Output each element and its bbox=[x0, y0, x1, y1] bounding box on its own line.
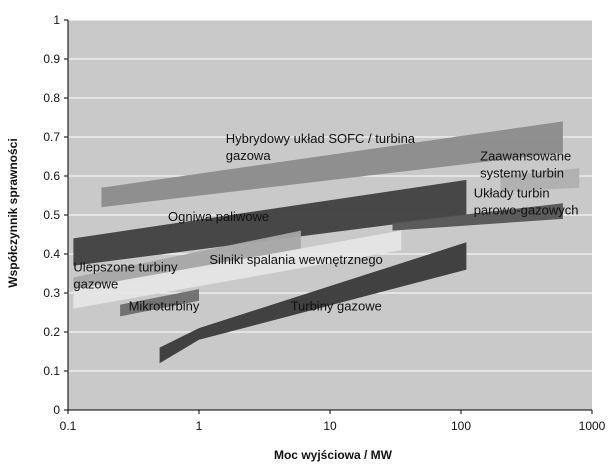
y-tick-label: 0.6 bbox=[43, 169, 60, 183]
label-hybrydowy-uk-ad-sofc-turbina-gazowa: Hybrydowy układ SOFC / turbina gazowa bbox=[226, 131, 416, 163]
y-tick-label: 0.2 bbox=[43, 325, 60, 339]
x-tick-label: 10 bbox=[323, 419, 337, 433]
y-tick-label: 0.7 bbox=[43, 130, 60, 144]
label-uk-ady-turbin-parowo-gazowych: Układy turbin parowo-gazowych bbox=[474, 185, 579, 217]
y-tick-label: 0.9 bbox=[43, 52, 60, 66]
label-turbiny-gazowe: Turbiny gazowe bbox=[291, 299, 382, 314]
label-mikroturbiny: Mikroturbiny bbox=[129, 299, 200, 314]
label-line: Ogniwa paliwowe bbox=[168, 209, 269, 224]
y-axis-title: Współczynnik sprawności bbox=[6, 138, 20, 287]
label-zaawansowane-systemy-turbin: Zaawansowane systemy turbin bbox=[480, 148, 571, 180]
label-ulepszone-turbiny-gazowe: Ulepszone turbiny gazowe bbox=[73, 260, 178, 292]
label-line: gazowa bbox=[226, 148, 272, 163]
label-line: parowo-gazowych bbox=[474, 202, 579, 217]
y-tick-label: 0.8 bbox=[43, 91, 60, 105]
band-zaawansowane-systemy-turbin bbox=[500, 168, 580, 192]
band-silniki-spalania-wewn-trznego bbox=[73, 230, 402, 309]
x-axis-title: Moc wyjściowa / MW bbox=[274, 448, 393, 462]
x-tick-label: 0.1 bbox=[60, 419, 77, 433]
label-line: Układy turbin bbox=[474, 185, 550, 200]
band-hybrydowy-uk-ad-sofc-turbina-gazowa bbox=[101, 121, 563, 208]
label-line: Hybrydowy układ SOFC / turbina bbox=[226, 131, 416, 146]
y-tick-label: 0.3 bbox=[43, 286, 60, 300]
label-line: Mikroturbiny bbox=[129, 299, 200, 314]
y-tick-label: 1 bbox=[53, 13, 60, 27]
label-line: systemy turbin bbox=[480, 165, 564, 180]
band-turbiny-gazowe bbox=[159, 242, 467, 364]
label-silniki-spalania-wewn-trznego: Silniki spalania wewnętrznego bbox=[209, 252, 382, 267]
x-tick-label: 100 bbox=[451, 419, 471, 433]
y-tick-label: 0.4 bbox=[43, 247, 60, 261]
label-line: Turbiny gazowe bbox=[291, 299, 382, 314]
band-ogniwa-paliwowe bbox=[73, 179, 467, 266]
band-mikroturbiny bbox=[120, 289, 199, 317]
label-line: Zaawansowane bbox=[480, 148, 571, 163]
x-tick-label: 1 bbox=[196, 419, 203, 433]
label-ogniwa-paliwowe: Ogniwa paliwowe bbox=[168, 209, 269, 224]
x-tick-label: 1000 bbox=[579, 419, 606, 433]
band-uk-ady-turbin-parowo-gazowych bbox=[392, 203, 563, 231]
y-tick-label: 0.5 bbox=[43, 208, 60, 222]
label-line: gazowe bbox=[73, 277, 118, 292]
label-line: Ulepszone turbiny bbox=[73, 260, 178, 275]
y-tick-label: 0 bbox=[53, 403, 60, 417]
label-line: Silniki spalania wewnętrznego bbox=[209, 252, 382, 267]
y-tick-label: 0.1 bbox=[43, 364, 60, 378]
